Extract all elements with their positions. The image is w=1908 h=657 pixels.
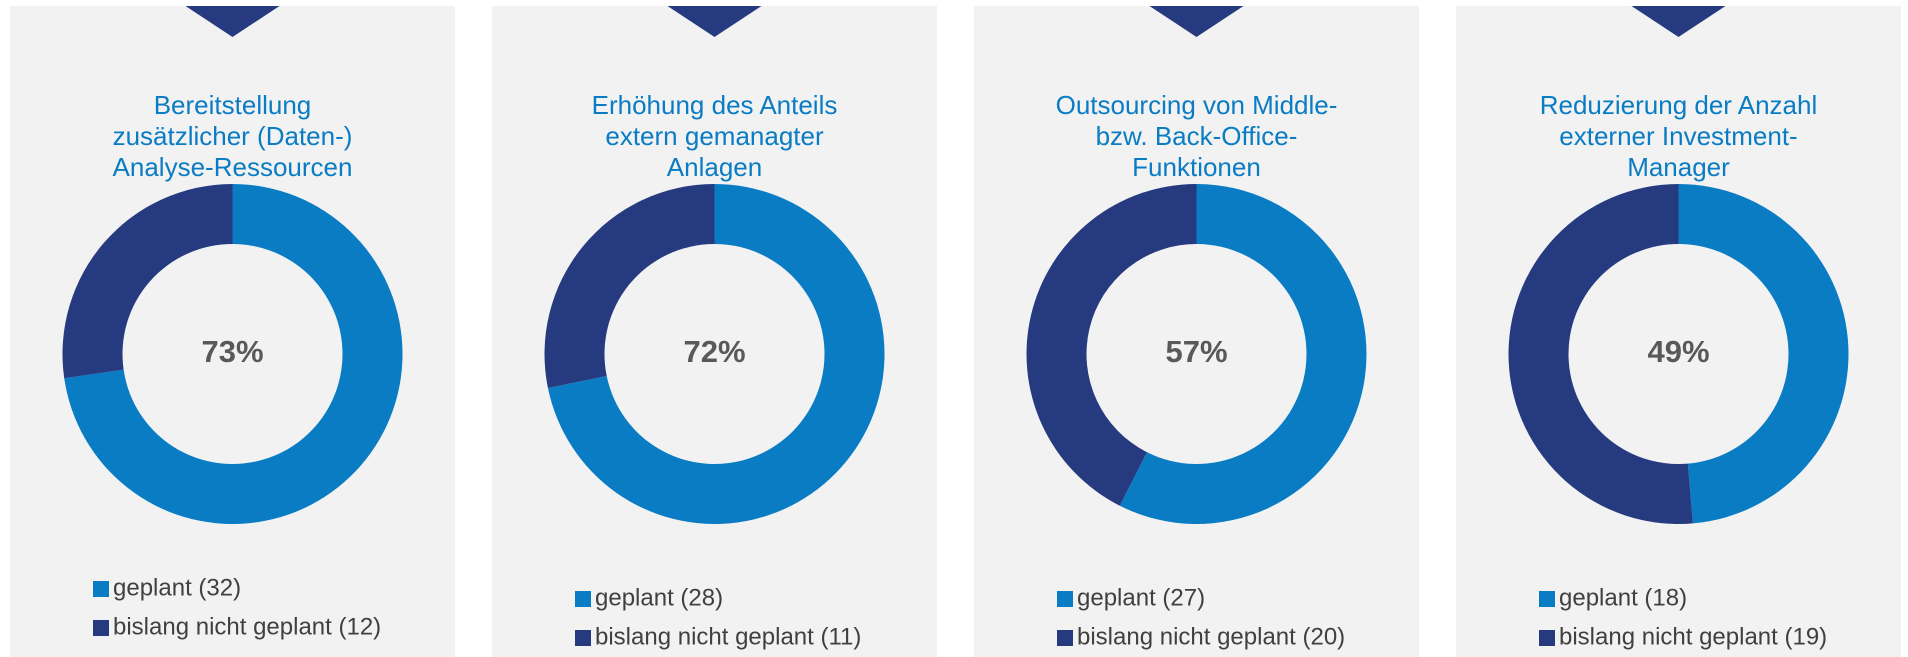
center-label: 49%: [1647, 334, 1709, 369]
donut-slice: [1026, 184, 1197, 506]
chart-title: externer Investment-: [1559, 121, 1797, 151]
legend-label: geplant (27): [1077, 584, 1205, 611]
legend-swatch: [575, 630, 591, 646]
chart-title: Manager: [1627, 152, 1730, 182]
chart-title: bzw. Back-Office-: [1096, 121, 1298, 151]
donut-slice: [1678, 184, 1849, 524]
panel-arrow: [185, 6, 280, 37]
center-label: 73%: [201, 334, 263, 369]
legend-swatch: [1539, 591, 1555, 607]
panel-arrow: [1631, 6, 1726, 37]
legend-swatch: [93, 620, 109, 636]
legend-label: bislang nicht geplant (12): [113, 613, 381, 640]
panel: Outsourcing von Middle-bzw. Back-Office-…: [974, 6, 1419, 657]
chart-title: extern gemanagter: [605, 121, 824, 151]
chart-title: Erhöhung des Anteils: [592, 90, 838, 120]
center-label: 72%: [683, 334, 745, 369]
donut-slice: [62, 184, 233, 379]
donut-slice: [1508, 184, 1693, 524]
legend-swatch: [1057, 591, 1073, 607]
donut-slice: [1119, 184, 1367, 524]
legend-swatch: [93, 581, 109, 597]
center-label: 57%: [1165, 334, 1227, 369]
chart-title: Anlagen: [667, 152, 762, 182]
donut-slice: [64, 184, 403, 524]
legend-label: geplant (28): [595, 584, 723, 611]
chart-title: Analyse-Ressourcen: [113, 152, 353, 182]
legend-label: geplant (32): [113, 574, 241, 601]
legend-swatch: [575, 591, 591, 607]
chart-title: Funktionen: [1132, 152, 1261, 182]
chart-title: Outsourcing von Middle-: [1056, 90, 1338, 120]
legend-label: geplant (18): [1559, 584, 1687, 611]
legend-label: bislang nicht geplant (19): [1559, 623, 1827, 650]
legend-label: bislang nicht geplant (20): [1077, 623, 1345, 650]
chart-title: Reduzierung der Anzahl: [1540, 90, 1818, 120]
legend-label: bislang nicht geplant (11): [595, 623, 861, 650]
panel-arrow: [1149, 6, 1244, 37]
legend-swatch: [1539, 630, 1555, 646]
donut-slice: [547, 184, 885, 524]
donut-slice: [544, 184, 715, 389]
legend-swatch: [1057, 630, 1073, 646]
chart-title: Bereitstellung: [154, 90, 312, 120]
panel-arrow: [667, 6, 762, 37]
chart-title: zusätzlicher (Daten-): [113, 121, 353, 151]
